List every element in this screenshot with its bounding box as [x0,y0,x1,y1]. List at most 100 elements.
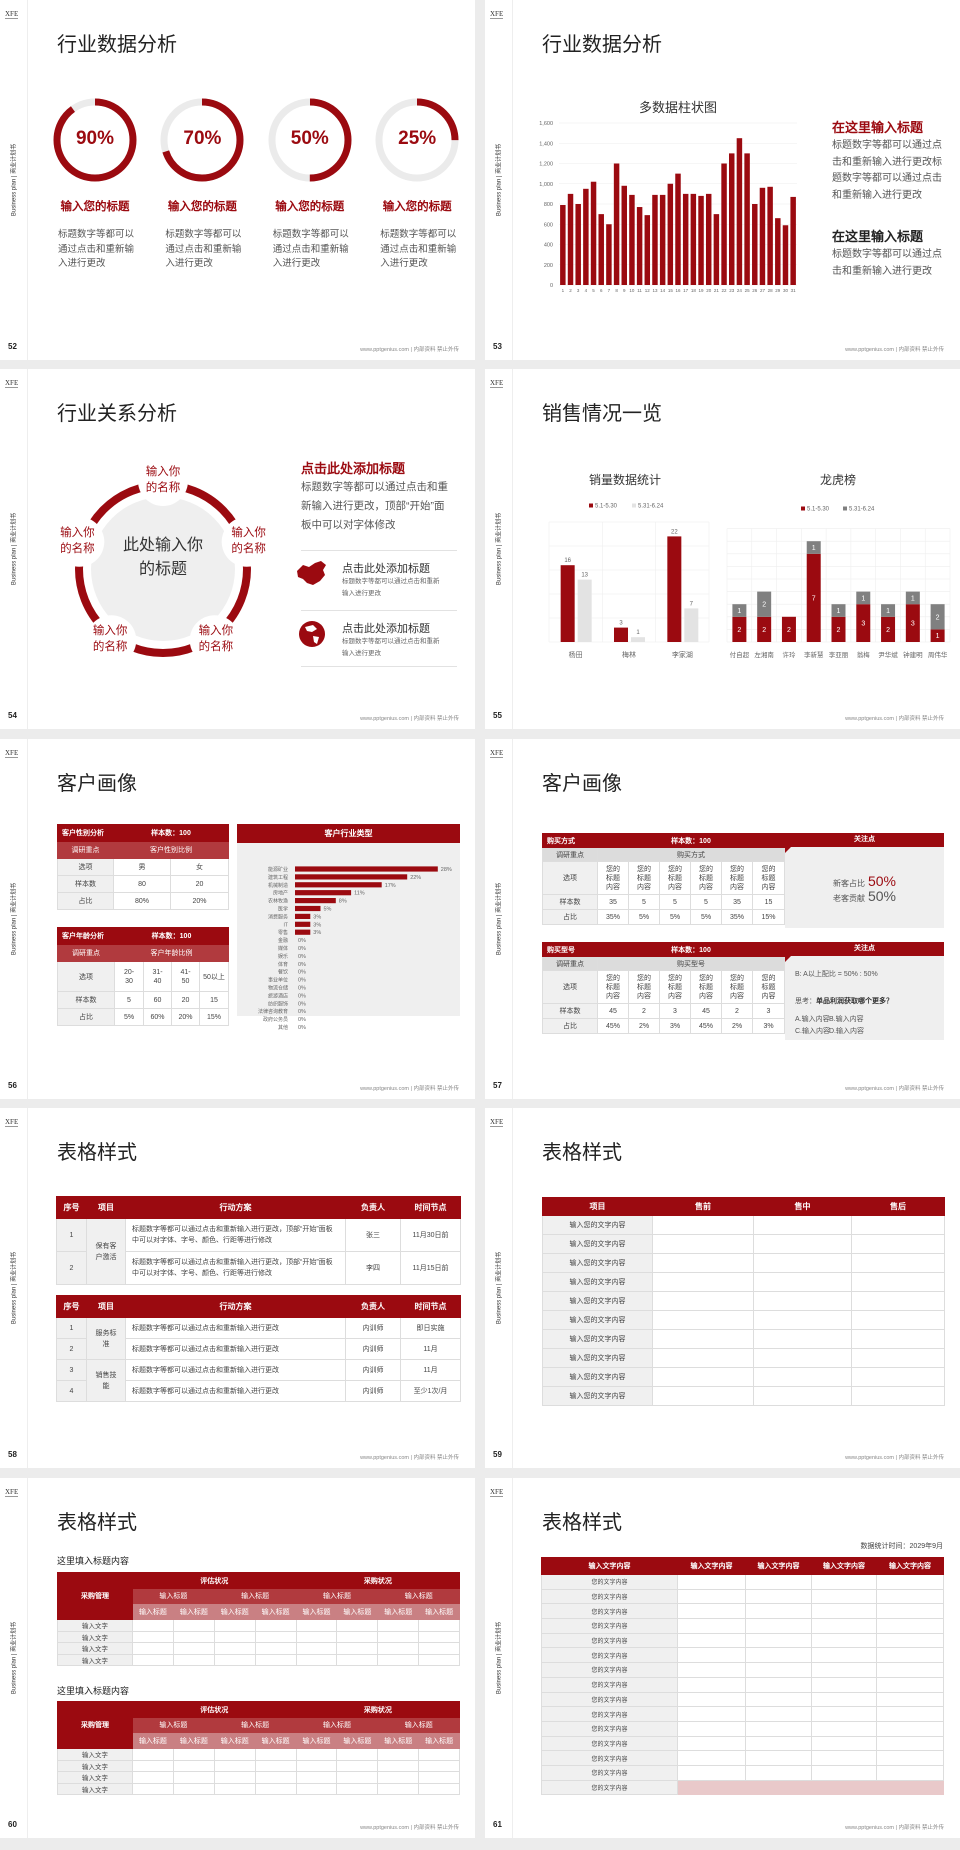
table-cell[interactable] [745,1647,812,1664]
table-cell[interactable] [213,1653,256,1666]
table-cell[interactable] [254,1653,297,1666]
table-cell[interactable] [132,1619,174,1632]
table-cell[interactable] [811,1662,877,1678]
table-cell[interactable] [876,1603,944,1620]
table-cell[interactable] [745,1574,812,1590]
table-cell[interactable] [336,1630,379,1643]
table-cell[interactable] [851,1329,945,1349]
table-cell[interactable] [753,1253,852,1273]
table-cell[interactable] [677,1588,746,1605]
table-cell[interactable] [418,1748,461,1761]
table-cell[interactable] [876,1632,944,1649]
table-cell[interactable] [811,1618,877,1634]
table-cell[interactable] [213,1759,256,1772]
table-cell[interactable] [753,1234,852,1254]
table-cell[interactable] [851,1348,945,1368]
table-cell[interactable] [213,1782,256,1795]
table-cell[interactable] [652,1215,754,1235]
table-cell[interactable] [652,1329,754,1349]
table-cell[interactable] [876,1588,944,1605]
table-cell[interactable] [753,1329,852,1349]
table-cell[interactable] [132,1642,174,1655]
table-cell[interactable] [876,1735,944,1752]
table-cell[interactable] [745,1720,812,1737]
table-cell[interactable] [811,1632,877,1649]
table-cell[interactable] [745,1618,812,1634]
table-cell[interactable] [336,1619,379,1632]
table-cell[interactable] [652,1310,754,1330]
table-cell[interactable] [132,1653,174,1666]
table-cell[interactable] [745,1603,812,1620]
table-cell[interactable] [377,1771,420,1784]
table-cell[interactable] [295,1653,338,1666]
table-cell[interactable] [295,1619,338,1632]
table-cell[interactable] [753,1386,852,1406]
table-cell[interactable] [295,1630,338,1643]
table-cell[interactable] [811,1603,877,1620]
table-cell[interactable] [753,1348,852,1368]
table-cell[interactable] [753,1367,852,1387]
table-cell[interactable] [418,1759,461,1772]
table-cell[interactable] [254,1782,297,1795]
table-cell[interactable] [677,1574,746,1590]
table-cell[interactable] [377,1748,420,1761]
table-cell[interactable] [418,1630,461,1643]
table-cell[interactable] [172,1630,215,1643]
table-cell[interactable] [811,1750,877,1766]
table-cell[interactable] [876,1676,944,1693]
table-cell[interactable] [851,1253,945,1273]
table-cell[interactable] [418,1771,461,1784]
table-cell[interactable] [677,1603,746,1620]
table-cell[interactable] [172,1748,215,1761]
table-cell[interactable] [811,1676,877,1693]
table-cell[interactable] [132,1782,174,1795]
table-cell[interactable] [172,1653,215,1666]
table-cell[interactable] [745,1662,812,1678]
table-cell[interactable] [876,1706,944,1722]
table-cell[interactable] [876,1574,944,1590]
table-cell[interactable] [377,1630,420,1643]
table-cell[interactable] [295,1642,338,1655]
table-cell[interactable] [677,1676,746,1693]
table-cell[interactable] [254,1619,297,1632]
table-cell[interactable] [677,1632,746,1649]
table-cell[interactable] [172,1782,215,1795]
table-cell[interactable] [811,1647,877,1664]
table-cell[interactable] [753,1215,852,1235]
table-cell[interactable] [811,1720,877,1737]
table-cell[interactable] [876,1764,944,1781]
table-cell[interactable] [745,1676,812,1693]
table-cell[interactable] [876,1618,944,1634]
table-cell[interactable] [753,1291,852,1311]
table-cell[interactable] [336,1759,379,1772]
table-cell[interactable] [254,1642,297,1655]
table-cell[interactable] [851,1310,945,1330]
table-cell[interactable] [753,1272,852,1292]
table-cell[interactable] [132,1630,174,1643]
table-cell[interactable] [213,1630,256,1643]
table-cell[interactable] [132,1759,174,1772]
table-cell[interactable] [876,1647,944,1664]
table-cell[interactable] [652,1367,754,1387]
table-cell[interactable] [213,1619,256,1632]
table-cell[interactable] [811,1706,877,1722]
highlight-cell[interactable] [677,1779,944,1796]
table-cell[interactable] [418,1642,461,1655]
table-cell[interactable] [677,1662,746,1678]
table-cell[interactable] [677,1735,746,1752]
table-cell[interactable] [336,1771,379,1784]
table-cell[interactable] [172,1642,215,1655]
table-cell[interactable] [336,1653,379,1666]
table-cell[interactable] [336,1642,379,1655]
table-cell[interactable] [652,1272,754,1292]
table-cell[interactable] [745,1588,812,1605]
table-cell[interactable] [851,1367,945,1387]
table-cell[interactable] [745,1691,812,1708]
table-cell[interactable] [377,1653,420,1666]
table-cell[interactable] [377,1619,420,1632]
table-cell[interactable] [377,1782,420,1795]
table-cell[interactable] [295,1771,338,1784]
table-cell[interactable] [254,1748,297,1761]
table-cell[interactable] [745,1706,812,1722]
table-cell[interactable] [745,1735,812,1752]
